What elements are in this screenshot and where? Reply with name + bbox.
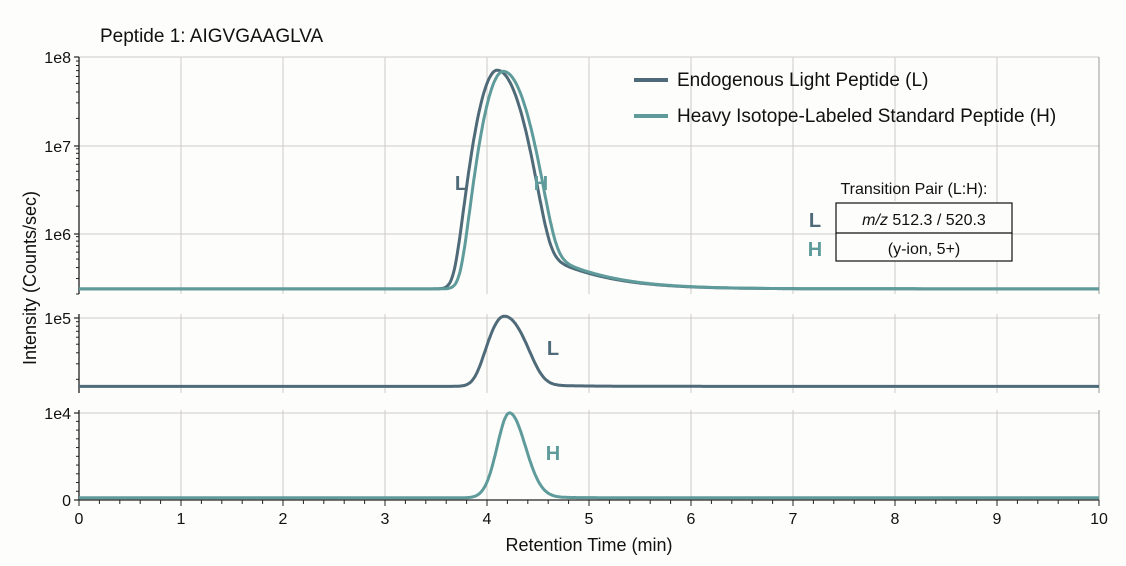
peak-label-H: H <box>534 173 548 195</box>
y-tick-label: 1e8 <box>44 50 71 67</box>
x-tick-label: 3 <box>381 511 390 528</box>
legend: Endogenous Light Peptide (L) Heavy Isotop… <box>634 70 1056 127</box>
x-tick-label: 6 <box>687 511 696 528</box>
table-row-key-H: H <box>808 239 822 261</box>
legend-label-H: Heavy Isotope-Labeled Standard Peptide (… <box>677 106 1056 127</box>
x-tick-label: 2 <box>279 511 288 528</box>
panel-2: 1e5 L <box>44 311 1100 393</box>
x-tick-label: 5 <box>585 511 594 528</box>
table-row-value: (y-ion, 5+) <box>888 241 960 258</box>
x-tick-label: 0 <box>75 511 84 528</box>
x-tick-label: 1 <box>177 511 186 528</box>
x-tick-label: 10 <box>1090 511 1108 528</box>
mz-prefix: m/z <box>862 212 888 229</box>
y-tick-label: 1e4 <box>44 406 71 423</box>
table-row-text: 512.3 / 520.3 <box>888 212 986 229</box>
y-tick-label: 1e5 <box>44 311 71 328</box>
panel-3: 1e4 0 H <box>44 406 1100 510</box>
peak-label-L: L <box>455 173 467 195</box>
series-line-L <box>78 314 1100 388</box>
x-tick-label: 7 <box>789 511 798 528</box>
transition-pair-table: Transition Pair (L:H): L m/z 512.3 / 520.3… <box>808 181 1013 262</box>
x-axis: 0 1 2 3 4 5 6 7 8 9 10 <box>75 499 1108 528</box>
legend-label-L: Endogenous Light Peptide (L) <box>677 70 928 91</box>
y-tick-label: 0 <box>62 493 71 510</box>
y-axis-label: Intensity (Counts/sec) <box>20 191 40 365</box>
table-title: Transition Pair (L:H): <box>841 181 988 198</box>
x-tick-label: 9 <box>993 511 1002 528</box>
table-border <box>835 202 1013 262</box>
chart-title: Peptide 1: AIGVGAAGLVA <box>100 26 324 47</box>
x-tick-label: 8 <box>891 511 900 528</box>
table-row-key-L: L <box>809 210 821 232</box>
peak-label-L: L <box>547 338 559 360</box>
x-axis-label: Retention Time (min) <box>505 535 672 555</box>
table-row-text: (y-ion, 5+) <box>888 241 960 258</box>
table-row-value: m/z 512.3 / 520.3 <box>862 212 986 229</box>
series-line-H <box>78 69 1100 291</box>
series-line-H <box>78 411 1100 500</box>
y-tick-label: 1e7 <box>44 139 71 156</box>
y-tick-label: 1e6 <box>44 227 71 244</box>
peak-label-H: H <box>546 443 560 465</box>
x-tick-label: 4 <box>483 511 492 528</box>
